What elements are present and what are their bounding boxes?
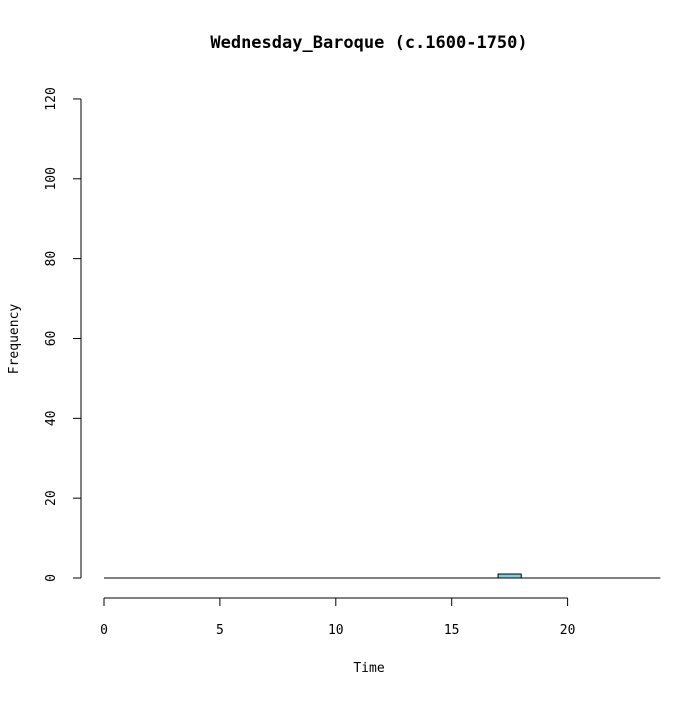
y-tick-label-1: 20 <box>44 490 59 506</box>
y-tick-label-3: 60 <box>44 331 59 347</box>
histogram-bar-17 <box>497 573 522 579</box>
x-tick-label-0: 0 <box>100 623 108 638</box>
x-tick-label-4: 20 <box>560 623 576 638</box>
y-axis: 0 20 40 60 80 100 120 <box>44 87 82 582</box>
y-tick-label-5: 100 <box>44 167 59 190</box>
bars-layer <box>104 573 661 579</box>
x-tick-label-1: 5 <box>216 623 224 638</box>
y-tick-label-4: 80 <box>44 251 59 267</box>
y-tick-label-0: 0 <box>44 574 59 582</box>
y-tick-label-6: 120 <box>44 87 59 110</box>
x-tick-label-3: 15 <box>444 623 460 638</box>
x-axis: 0 5 10 15 20 <box>100 597 576 638</box>
y-tick-label-2: 40 <box>44 410 59 426</box>
x-axis-label: Time <box>353 661 384 676</box>
x-tick-label-2: 10 <box>328 623 344 638</box>
y-axis-label: Frequency <box>7 304 22 375</box>
chart-title: Wednesday_Baroque (c.1600-1750) <box>210 33 527 53</box>
